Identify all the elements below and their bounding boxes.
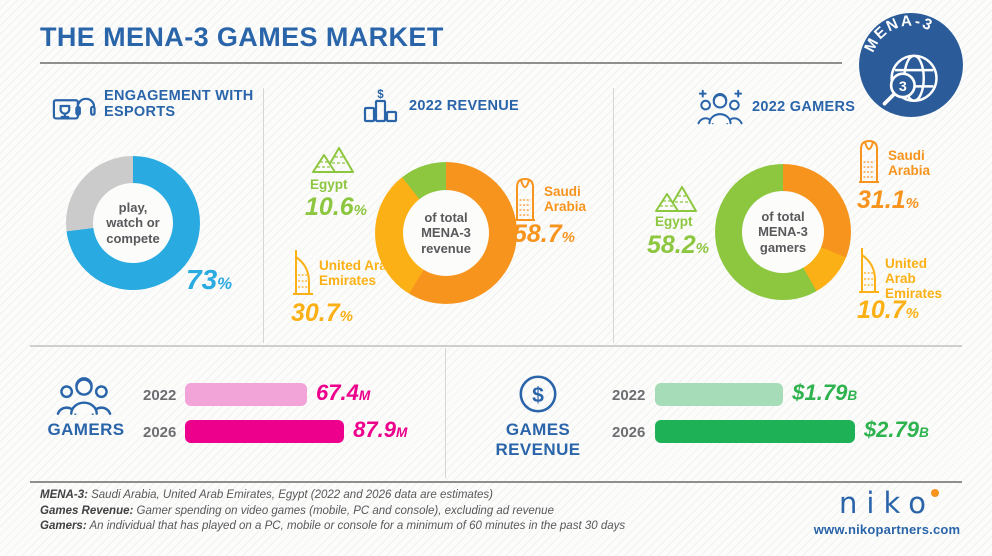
footnote-games-revenue: Games Revenue: Gamer spending on video g… (40, 504, 554, 517)
gamers-uae-label: United Arab Emirates (885, 256, 943, 301)
revenue-2026-bar (655, 419, 855, 443)
revenue-2026-value: $2.79B (863, 417, 929, 442)
revenue-saudi-value: 58.7% (513, 220, 576, 248)
gamers-2022-bar-row: 67.4M (185, 381, 370, 407)
gamers-egypt-label: Egypt (655, 214, 693, 229)
svg-text:3: 3 (899, 79, 907, 95)
title-divider (40, 62, 842, 64)
dollar-podium-icon: $ (363, 89, 398, 123)
revenue-uae-label: United Arab Emirates (319, 258, 396, 288)
divider (445, 348, 446, 478)
revenue-2022-bar (655, 382, 784, 406)
esports-donut-chart: play, watch or compete (66, 156, 200, 290)
gamers-saudi-label: Saudi Arabia (888, 148, 931, 178)
revenue-uae-value: 30.7% (291, 299, 354, 327)
revenue-heading: 2022 REVENUE (409, 98, 519, 114)
gamers-donut-center-label: of total MENA-3 gamers (742, 191, 824, 273)
gamers-2026-bar-row: 87.9M (185, 418, 407, 444)
esports-donut-center-label: play, watch or compete (93, 183, 173, 263)
gamers-uae-value: 10.7% (857, 296, 920, 324)
panel-2022-revenue: $ 2022 REVENUE Egy (264, 80, 613, 345)
uae-burj-al-arab-icon (291, 248, 315, 301)
revenue-saudi-label: Saudi Arabia (544, 184, 587, 214)
niko-partners-logo-block: niko www.nikopartners.com (812, 486, 962, 537)
revenue-panel-header: $ 2022 REVENUE (362, 88, 519, 124)
gamers-people-icon (56, 372, 112, 421)
revenue-bars-title: GAMES REVENUE (495, 420, 581, 459)
svg-text:$: $ (377, 89, 384, 101)
revenue-2022-bar-row: $1.79B (655, 381, 870, 407)
niko-logo: niko (839, 486, 939, 520)
revenue-2026-year-label: 2026 (612, 424, 646, 441)
revenue-donut-center-label: of total MENA-3 revenue (403, 190, 489, 276)
esports-value-label: 73% (186, 264, 233, 295)
gamers-heading: 2022 GAMERS (752, 99, 856, 115)
revenue-egypt-value: 10.6% (305, 193, 368, 221)
footnotes: MENA-3: Saudi Arabia, United Arab Emirat… (40, 488, 625, 535)
revenue-2026-bar-row: $2.79B (655, 418, 929, 444)
saudi-tower-icon (857, 138, 881, 189)
egypt-pyramids-icon (310, 144, 356, 179)
revenue-donut-chart: of total MENA-3 revenue (375, 162, 517, 304)
gamers-donut-chart: of total MENA-3 gamers (715, 164, 851, 300)
gamers-2022-year-label: 2022 (143, 387, 177, 404)
gamers-panel-header: 2022 GAMERS (697, 88, 855, 126)
niko-website-link[interactable]: www.nikopartners.com (813, 522, 961, 537)
footnote-mena3: MENA-3: Saudi Arabia, United Arab Emirat… (40, 489, 493, 501)
panel-2022-gamers: 2022 GAMERS Egypt 58.2% of total MENA-3 … (613, 80, 952, 345)
gamers-2026-year-label: 2026 (143, 424, 177, 441)
uae-burj-al-arab-icon (857, 246, 881, 299)
gamers-group-icon (697, 89, 743, 125)
svg-text:$: $ (532, 384, 544, 407)
panel-esports-engagement: ENGAGEMENT WITH ESPORTS play, watch or c… (40, 80, 263, 345)
gamers-2022-bar (185, 382, 308, 406)
gamers-egypt-value: 58.2% (647, 231, 710, 259)
revenue-2022-value: $1.79B (792, 380, 858, 405)
footer-divider (30, 481, 962, 483)
divider (613, 88, 614, 343)
egypt-pyramids-icon (653, 183, 699, 218)
gamers-2026-bar (185, 419, 345, 443)
footnote-gamers: Gamers: An individual that has played on… (40, 520, 626, 532)
gamers-bars-title: GAMERS (47, 420, 125, 439)
esports-panel-header: ENGAGEMENT WITH ESPORTS (52, 88, 254, 124)
gamers-2026-value: 87.9M (353, 417, 408, 442)
niko-logo-dot (930, 489, 939, 497)
monitor-trophy-headset-icon (52, 97, 96, 120)
divider (263, 88, 264, 343)
page-title: THE MENA-3 GAMES MARKET (40, 22, 444, 52)
gamers-2022-value: 67.4M (316, 380, 371, 405)
saudi-tower-icon (513, 176, 537, 227)
revenue-egypt-label: Egypt (310, 177, 348, 192)
divider (30, 345, 962, 347)
esports-heading: ENGAGEMENT WITH ESPORTS (104, 88, 254, 120)
revenue-2022-year-label: 2022 (612, 387, 646, 404)
gamers-saudi-value: 31.1% (857, 186, 920, 214)
mena3-badge: MENA-3 3 (857, 11, 965, 119)
mena3-globe-magnifier-icon: MENA-3 3 (859, 12, 963, 117)
dollar-circle-icon: $ (518, 374, 558, 419)
